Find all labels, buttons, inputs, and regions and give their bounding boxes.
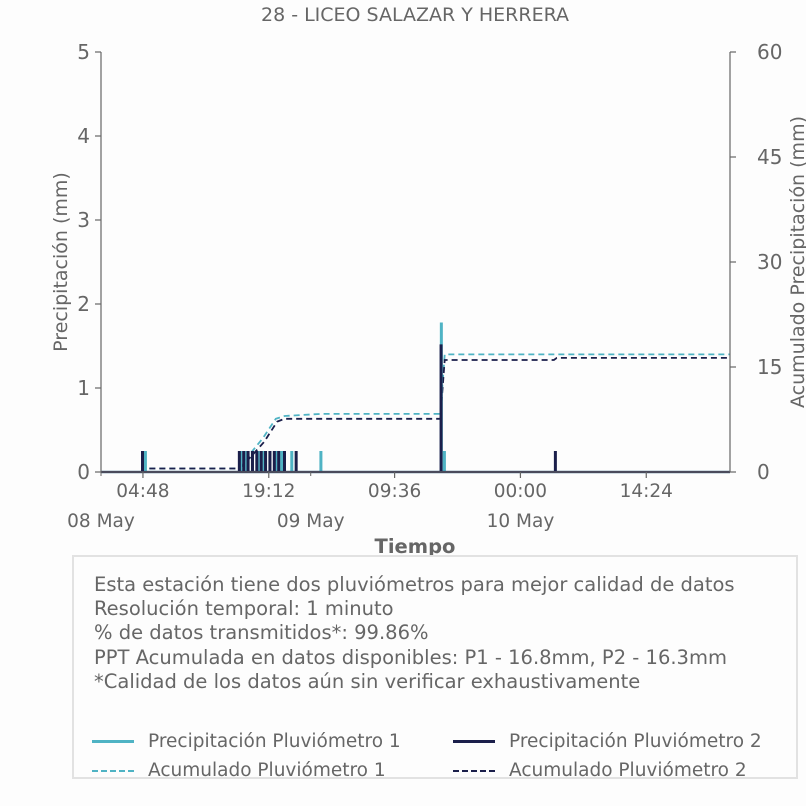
- series-3-line: [101, 353, 730, 473]
- x-axis-label: Tiempo: [375, 535, 456, 558]
- plot-area: [101, 322, 730, 474]
- y-tick-label: 5: [77, 40, 90, 64]
- info-line-accumulated: PPT Acumulada en datos disponibles: P1 -…: [94, 645, 727, 669]
- x-tick-label: 00:00: [494, 481, 547, 502]
- x-tick-label: 14:24: [620, 481, 673, 502]
- legend-item-a2: Acumulado Pluviómetro 2: [453, 760, 747, 781]
- legend-swatch-a1: [92, 769, 134, 772]
- legend-item-p1: Precipitación Pluviómetro 1: [92, 731, 401, 752]
- date-label: 10 May: [487, 511, 555, 532]
- legend-item-p2: Precipitación Pluviómetro 2: [453, 731, 762, 752]
- legend-label-p1: Precipitación Pluviómetro 1: [148, 731, 401, 752]
- station-info: Esta estación tiene dos pluviómetros par…: [94, 573, 735, 694]
- y-tick-label: 4: [77, 124, 90, 148]
- x-tick-label: 04:48: [116, 481, 169, 502]
- legend-label-a2: Acumulado Pluviómetro 2: [509, 760, 747, 781]
- info-line-quality: *Calidad de los datos aún sin verificar …: [94, 669, 641, 693]
- y2-tick-label: 0: [757, 460, 770, 484]
- chart-title: 28 - LICEO SALAZAR Y HERRERA: [261, 4, 569, 26]
- y-tick-label: 3: [77, 208, 90, 232]
- info-line-resolution: Resolución temporal: 1 minuto: [94, 597, 394, 621]
- legend-label-a1: Acumulado Pluviómetro 1: [148, 760, 386, 781]
- y2-tick-label: 15: [757, 355, 782, 379]
- y-tick-label: 2: [77, 292, 90, 316]
- y-axis-label: Precipitación (mm): [50, 172, 72, 352]
- y-tick-label: 0: [77, 460, 90, 484]
- legend-swatch-p2: [453, 740, 495, 743]
- date-label: 09 May: [277, 511, 345, 532]
- x-tick-label: 09:36: [368, 481, 421, 502]
- date-label: 08 May: [67, 511, 135, 532]
- y2-tick-label: 60: [757, 40, 782, 64]
- y2-tick-label: 30: [757, 250, 782, 274]
- series-4-line: [101, 356, 730, 473]
- legend-label-p2: Precipitación Pluviómetro 2: [509, 731, 762, 752]
- y2-tick-label: 45: [757, 145, 782, 169]
- legend-swatch-p1: [92, 740, 134, 743]
- info-line-stations: Esta estación tiene dos pluviómetros par…: [94, 573, 735, 596]
- y-tick-label: 1: [77, 376, 90, 400]
- x-tick-label: 19:12: [242, 481, 295, 502]
- y2-axis-label: Acumulado Precipitación (mm): [787, 116, 806, 408]
- info-legend-box: Esta estación tiene dos pluviómetros par…: [72, 555, 798, 781]
- precipitation-chart: 28 - LICEO SALAZAR Y HERRERA 01234501530…: [50, 4, 806, 558]
- legend-item-a1: Acumulado Pluviómetro 1: [92, 760, 386, 781]
- info-line-transmitted: % de datos transmitidos*: 99.86%: [94, 621, 429, 645]
- legend-swatch-a2: [453, 769, 495, 772]
